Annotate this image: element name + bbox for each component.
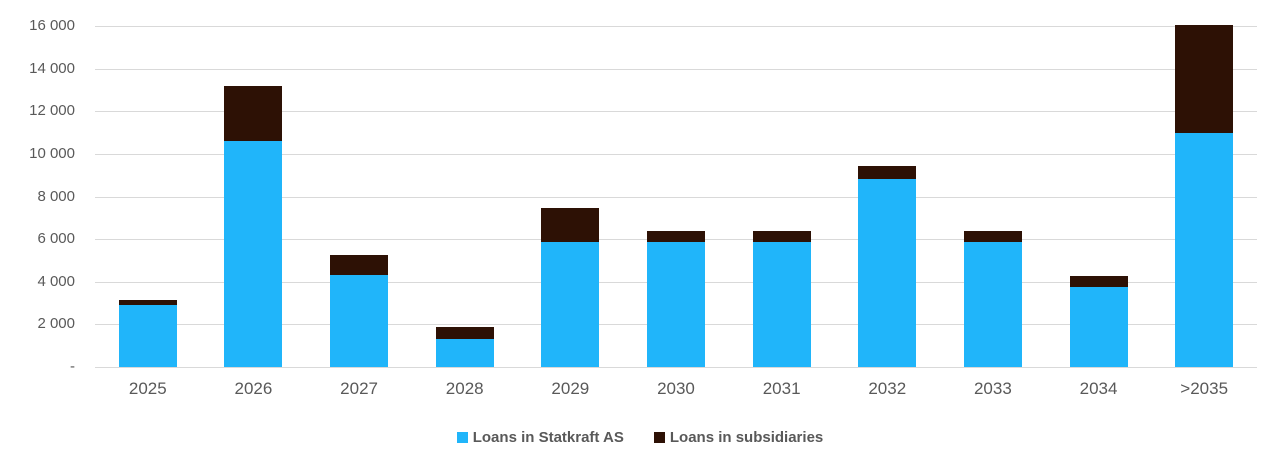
bar-segment-2030-loans-in-statkraft-as <box>647 242 705 367</box>
legend: Loans in Statkraft AS Loans in subsidiar… <box>0 429 1280 446</box>
bar-group-2025 <box>118 299 177 367</box>
bar-segment-2029-loans-in-statkraft-as <box>541 242 600 367</box>
bar-segment-2030-loans-in-subsidiaries <box>647 230 705 243</box>
y-tick-label-0: - <box>70 358 75 375</box>
legend-item-loans-in-statkraft-as: Loans in Statkraft AS <box>456 429 624 446</box>
bar-group-2034 <box>1069 276 1128 367</box>
bar-segment-2027-loans-in-statkraft-as <box>330 275 389 367</box>
gridline-16000 <box>95 26 1257 27</box>
gridline-14000 <box>95 68 1257 70</box>
x-tick-label-2027: 2027 <box>340 379 378 398</box>
bar-segment-2028-loans-in-statkraft-as <box>435 339 494 367</box>
x-tick-label-2029: 2029 <box>551 379 590 398</box>
x-tick-label-2030: 2030 <box>657 379 695 398</box>
bar-segment-2034-loans-in-subsidiaries <box>1069 276 1128 288</box>
bar-segment->2035-loans-in-statkraft-as <box>1175 132 1234 367</box>
x-axis: 2025 2026 2027 2028 2029 2030 2031 2032 2033 2034… <box>95 378 1257 402</box>
bar-segment-2028-loans-in-subsidiaries <box>435 326 494 340</box>
bar-group-2032 <box>858 165 917 367</box>
x-tick-label-2032: 2032 <box>868 379 907 398</box>
y-tick-label-4000: 4 000 <box>37 272 75 290</box>
legend-swatch-loans-in-subsidiaries <box>653 432 665 443</box>
bar-group-2029 <box>541 208 600 367</box>
x-tick-label-2034: 2034 <box>1079 379 1118 398</box>
bar-segment-2034-loans-in-statkraft-as <box>1069 287 1128 367</box>
bar-segment-2031-loans-in-statkraft-as <box>752 242 811 367</box>
y-tick-label-10000: 10 000 <box>29 144 75 162</box>
x-tick-label->2035: >2035 <box>1180 379 1229 398</box>
bar-segment-2032-loans-in-statkraft-as <box>858 179 917 367</box>
x-tick-label-2033: 2033 <box>973 379 1012 398</box>
legend-label-loans-in-statkraft-as: Loans in Statkraft AS <box>472 429 624 446</box>
y-tick-label-16000: 16 000 <box>29 17 75 34</box>
y-tick-label-2000: 2 000 <box>37 315 75 333</box>
bar-group-2026 <box>224 85 283 367</box>
x-tick-label-2025: 2025 <box>128 379 167 398</box>
bar-segment-2026-loans-in-statkraft-as <box>224 141 283 367</box>
y-tick-label-12000: 12 000 <box>29 102 75 120</box>
bar-group-2031 <box>752 230 811 367</box>
bar-segment-2027-loans-in-subsidiaries <box>330 255 389 276</box>
y-tick-label-14000: 14 000 <box>29 59 75 77</box>
bar-group-2033 <box>963 230 1022 367</box>
bar-segment-2033-loans-in-subsidiaries <box>963 230 1022 243</box>
plot-area <box>95 24 1257 368</box>
x-tick-label-2026: 2026 <box>234 379 273 398</box>
bar-segment-2025-loans-in-subsidiaries <box>118 299 177 306</box>
gridline-12000 <box>95 111 1257 113</box>
bar-segment-2029-loans-in-subsidiaries <box>541 208 600 243</box>
legend-swatch-loans-in-statkraft-as <box>456 432 468 443</box>
y-axis: - 2 000 4 000 6 000 8 000 10 000 12 000 14 000 1… <box>0 18 75 375</box>
bar-segment-2032-loans-in-subsidiaries <box>858 165 917 180</box>
bar-segment-2025-loans-in-statkraft-as <box>118 305 177 367</box>
bar-segment-2031-loans-in-subsidiaries <box>752 230 811 243</box>
gridline-8000 <box>95 196 1257 198</box>
bar-group-2027 <box>330 255 389 367</box>
bar-segment-2033-loans-in-statkraft-as <box>963 242 1022 367</box>
x-tick-label-2028: 2028 <box>445 379 484 398</box>
bar-group-2028 <box>435 326 494 367</box>
y-tick-label-8000: 8 000 <box>37 187 75 205</box>
legend-label-loans-in-subsidiaries: Loans in subsidiaries <box>669 429 824 446</box>
y-tick-label-6000: 6 000 <box>37 230 75 248</box>
bar-group->2035 <box>1175 24 1234 367</box>
bar-segment->2035-loans-in-subsidiaries <box>1175 24 1234 133</box>
bar-segment-2026-loans-in-subsidiaries <box>224 85 283 142</box>
bar-group-2030 <box>647 230 705 367</box>
gridline-10000 <box>95 153 1257 155</box>
legend-item-loans-in-subsidiaries: Loans in subsidiaries <box>653 429 824 446</box>
x-tick-label-2031: 2031 <box>762 379 801 398</box>
